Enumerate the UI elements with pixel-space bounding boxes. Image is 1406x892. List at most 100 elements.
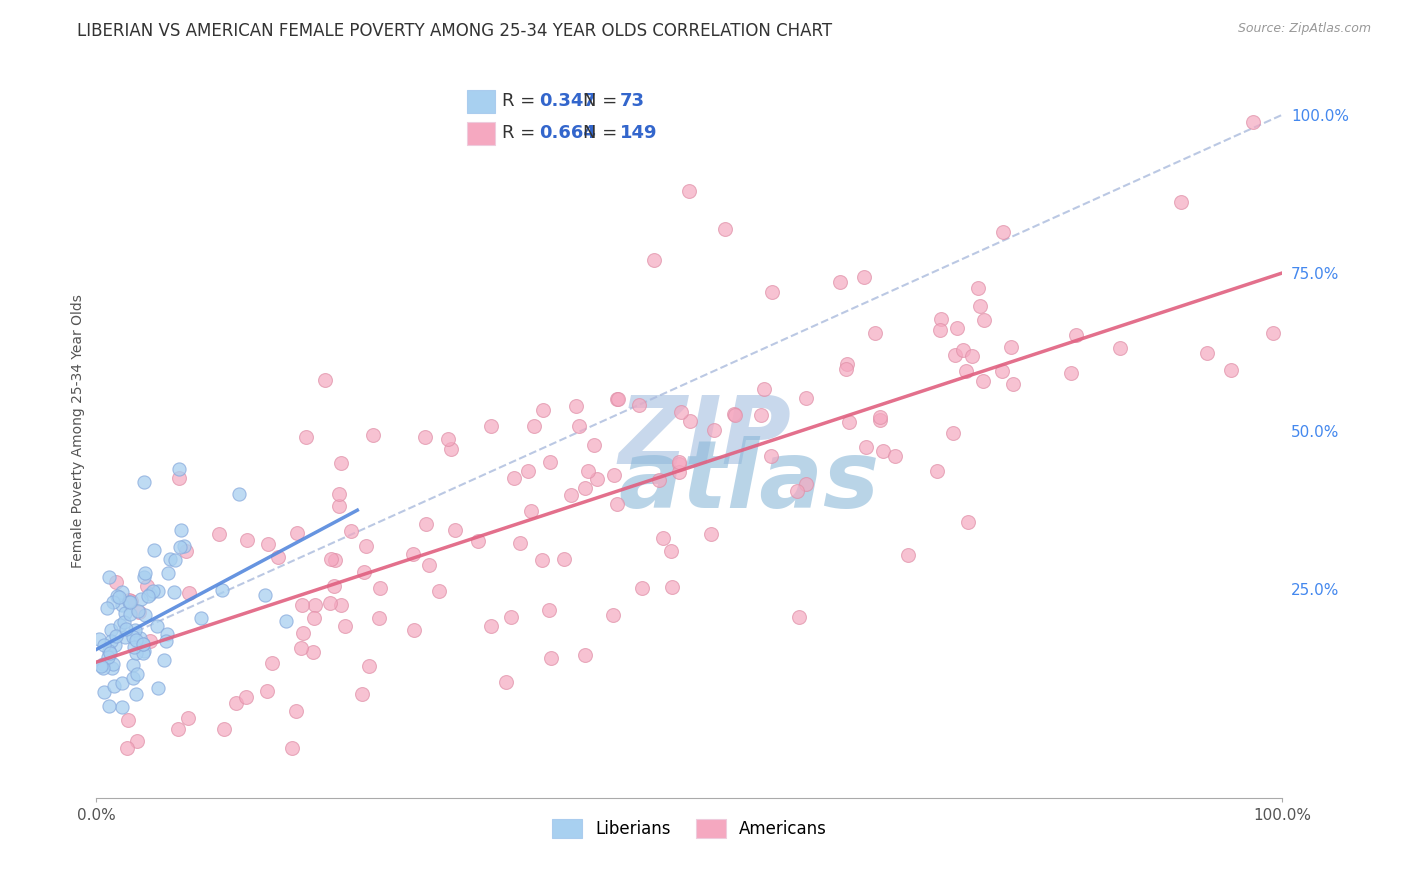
Point <box>786 483 808 498</box>
Point <box>643 253 665 268</box>
Text: atlas: atlas <box>619 436 880 528</box>
Point <box>128 604 150 618</box>
Text: ZIP: ZIP <box>619 392 792 484</box>
Point <box>560 487 582 501</box>
Point <box>100 633 122 648</box>
Point <box>302 644 325 658</box>
Point <box>91 657 114 671</box>
Point <box>120 595 142 609</box>
Point <box>103 679 125 693</box>
Point <box>100 623 122 637</box>
Point <box>228 487 250 501</box>
Point <box>661 580 683 594</box>
Point <box>443 524 465 538</box>
Point <box>837 357 859 371</box>
Point <box>678 184 700 198</box>
Legend: Liberians, Americans: Liberians, Americans <box>546 813 834 845</box>
Point <box>134 570 156 584</box>
Point <box>495 674 517 689</box>
Point <box>329 457 352 471</box>
Point <box>402 547 425 561</box>
Point <box>97 570 120 584</box>
Point <box>869 413 891 427</box>
Point <box>159 552 181 566</box>
Point <box>98 644 121 658</box>
Point <box>523 418 546 433</box>
Point <box>679 414 702 428</box>
Point <box>333 619 356 633</box>
Point <box>418 558 440 573</box>
Point <box>115 622 138 636</box>
Point <box>942 426 965 441</box>
Point <box>330 598 353 612</box>
Point <box>281 740 304 755</box>
Point <box>668 458 690 472</box>
Point <box>872 443 894 458</box>
Point <box>1170 195 1192 210</box>
Point <box>110 617 132 632</box>
Point <box>291 625 314 640</box>
Point <box>929 312 952 326</box>
Point <box>723 407 745 421</box>
Point <box>955 364 977 378</box>
Point <box>225 696 247 710</box>
Point <box>132 475 155 489</box>
Point <box>98 646 121 660</box>
Point <box>142 583 165 598</box>
Point <box>276 614 298 628</box>
Point <box>97 649 120 664</box>
Point <box>163 585 186 599</box>
Point <box>190 611 212 625</box>
Point <box>990 364 1012 378</box>
Point <box>120 593 142 607</box>
Point <box>503 471 526 485</box>
Point <box>883 449 905 463</box>
Point <box>440 442 463 457</box>
Point <box>117 740 139 755</box>
Point <box>969 299 991 313</box>
Point <box>125 666 148 681</box>
Point <box>853 269 876 284</box>
Point <box>121 658 143 673</box>
Point <box>368 610 391 624</box>
Point <box>759 449 782 463</box>
Point <box>834 362 856 376</box>
Point <box>1000 340 1022 354</box>
Point <box>114 606 136 620</box>
Point <box>652 531 675 545</box>
Point <box>291 599 314 613</box>
Point <box>404 624 426 638</box>
Point <box>148 584 170 599</box>
Point <box>517 464 540 478</box>
Point <box>145 619 167 633</box>
Point <box>262 656 284 670</box>
Point <box>165 553 187 567</box>
Point <box>125 632 148 647</box>
Point <box>134 607 156 622</box>
Point <box>1059 366 1081 380</box>
Point <box>574 648 596 663</box>
Point <box>93 661 115 675</box>
Point <box>540 455 562 469</box>
Point <box>235 690 257 705</box>
Point <box>586 472 609 486</box>
Point <box>136 590 159 604</box>
Point <box>582 438 605 452</box>
Point <box>1064 327 1087 342</box>
Point <box>606 392 628 406</box>
Point <box>124 623 146 637</box>
Point <box>104 638 127 652</box>
Point <box>139 634 162 648</box>
Point <box>752 382 775 396</box>
Point <box>519 504 541 518</box>
Point <box>124 646 146 660</box>
Point <box>135 579 157 593</box>
Point <box>108 591 131 605</box>
Point <box>128 631 150 645</box>
Point <box>1241 114 1264 128</box>
Point <box>437 432 460 446</box>
Point <box>139 586 162 600</box>
Point <box>93 685 115 699</box>
Point <box>134 643 156 657</box>
Point <box>253 588 276 602</box>
